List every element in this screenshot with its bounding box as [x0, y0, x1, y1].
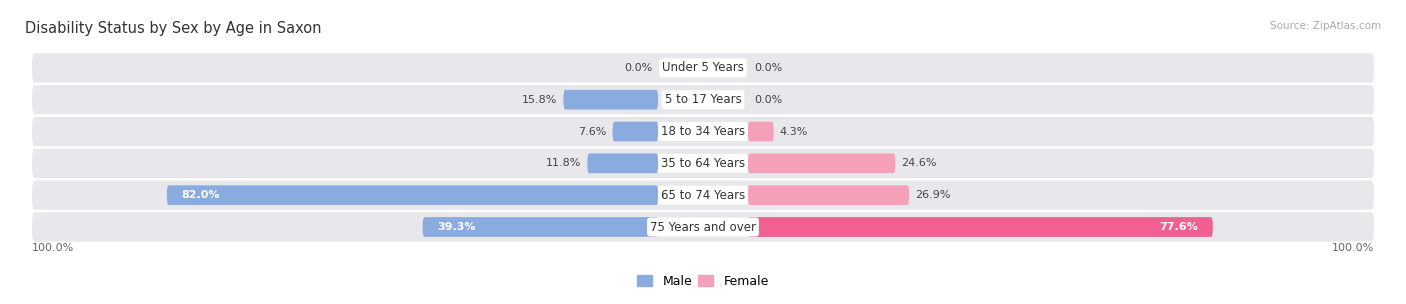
Text: 0.0%: 0.0%	[624, 63, 652, 73]
FancyBboxPatch shape	[32, 149, 1374, 178]
FancyBboxPatch shape	[613, 122, 658, 141]
Text: 82.0%: 82.0%	[181, 190, 221, 200]
Text: 0.0%: 0.0%	[754, 95, 782, 105]
Text: 39.3%: 39.3%	[437, 222, 477, 232]
Text: 11.8%: 11.8%	[546, 158, 582, 168]
Text: Under 5 Years: Under 5 Years	[662, 61, 744, 74]
FancyBboxPatch shape	[32, 117, 1374, 146]
Text: 65 to 74 Years: 65 to 74 Years	[661, 189, 745, 202]
Text: 7.6%: 7.6%	[578, 126, 606, 136]
Text: 15.8%: 15.8%	[522, 95, 557, 105]
Text: 24.6%: 24.6%	[901, 158, 936, 168]
FancyBboxPatch shape	[588, 154, 658, 173]
Text: 5 to 17 Years: 5 to 17 Years	[665, 93, 741, 106]
Text: Disability Status by Sex by Age in Saxon: Disability Status by Sex by Age in Saxon	[25, 21, 322, 36]
FancyBboxPatch shape	[32, 181, 1374, 210]
Text: 100.0%: 100.0%	[1331, 243, 1374, 253]
Text: 100.0%: 100.0%	[32, 243, 75, 253]
Legend: Male, Female: Male, Female	[637, 275, 769, 288]
FancyBboxPatch shape	[423, 217, 658, 237]
FancyBboxPatch shape	[32, 85, 1374, 114]
FancyBboxPatch shape	[748, 185, 910, 205]
Text: 77.6%: 77.6%	[1159, 222, 1198, 232]
Text: Source: ZipAtlas.com: Source: ZipAtlas.com	[1270, 21, 1381, 31]
Text: 75 Years and over: 75 Years and over	[650, 220, 756, 233]
FancyBboxPatch shape	[564, 90, 658, 109]
FancyBboxPatch shape	[32, 53, 1374, 82]
Text: 4.3%: 4.3%	[780, 126, 808, 136]
Text: 35 to 64 Years: 35 to 64 Years	[661, 157, 745, 170]
FancyBboxPatch shape	[167, 185, 658, 205]
Text: 18 to 34 Years: 18 to 34 Years	[661, 125, 745, 138]
FancyBboxPatch shape	[748, 154, 896, 173]
FancyBboxPatch shape	[748, 217, 1213, 237]
Text: 26.9%: 26.9%	[915, 190, 950, 200]
FancyBboxPatch shape	[748, 122, 773, 141]
Text: 0.0%: 0.0%	[754, 63, 782, 73]
FancyBboxPatch shape	[32, 212, 1374, 242]
